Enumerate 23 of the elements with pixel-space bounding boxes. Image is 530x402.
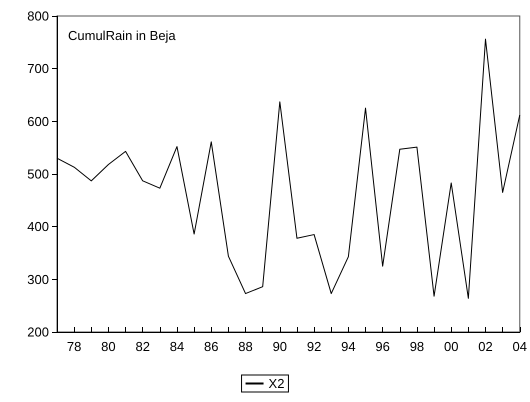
text: CumulRain in Beja <box>68 28 176 43</box>
legend-label: X2 <box>268 376 284 391</box>
x-tick-label: 00 <box>444 339 458 354</box>
y-tick-label: 400 <box>27 219 49 234</box>
x-tick-label: 98 <box>410 339 424 354</box>
x-tick-label: 78 <box>66 339 82 354</box>
x-tick-label: 90 <box>272 339 288 354</box>
x-tick-label: 02 <box>478 339 493 354</box>
x-tick-label: 94 <box>341 339 356 354</box>
y-tick-label: 700 <box>27 61 49 76</box>
x-tick-label: 92 <box>306 339 322 354</box>
x-tick-label: 82 <box>135 339 150 354</box>
y-tick-label: 300 <box>27 272 49 287</box>
y-tick-label: 600 <box>27 114 49 129</box>
y-tick-label: 200 <box>27 324 49 340</box>
x-tick-label: 96 <box>375 339 390 354</box>
x-tick-label: 80 <box>101 339 116 354</box>
x-tick-label: 84 <box>170 339 184 354</box>
x-tick-label: 88 <box>238 339 253 354</box>
y-tick-label: 800 <box>27 8 49 24</box>
x-tick-label: 86 <box>204 339 218 354</box>
x-tick-label: 04 <box>512 339 528 354</box>
y-tick-label: 500 <box>27 166 49 182</box>
